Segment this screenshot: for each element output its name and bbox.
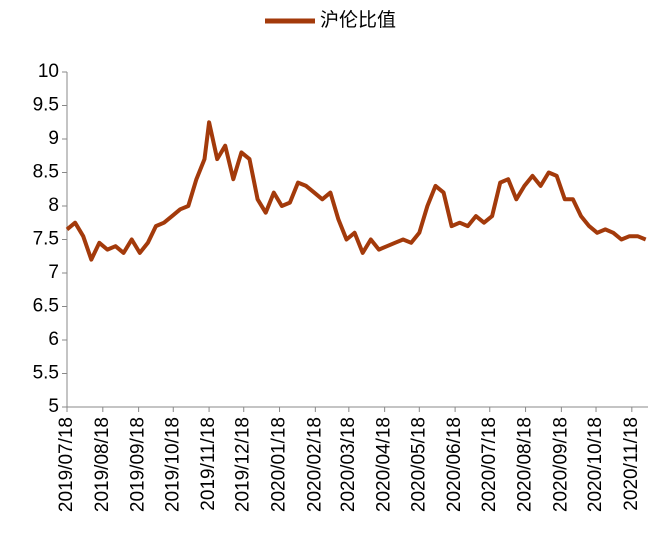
x-tick-label: 2020/09/18 xyxy=(550,417,571,512)
y-tick-label: 9 xyxy=(48,128,59,149)
y-tick-label: 6 xyxy=(48,329,59,350)
y-tick-label: 7 xyxy=(48,262,59,283)
x-tick-label: 2020/01/18 xyxy=(269,417,290,512)
y-tick-label: 7.5 xyxy=(33,229,59,250)
x-tick-label: 2020/11/18 xyxy=(621,417,642,511)
legend-label: 沪伦比值 xyxy=(320,9,396,31)
x-tick-label: 2019/10/18 xyxy=(162,417,183,512)
x-tick-label: 2020/04/18 xyxy=(374,417,395,512)
y-tick-label: 10 xyxy=(38,61,59,82)
x-tick-label: 2019/07/18 xyxy=(56,417,77,512)
y-tick-label: 6.5 xyxy=(33,296,59,317)
x-tick-label: 2020/06/18 xyxy=(444,417,465,512)
x-tick-label: 2020/07/18 xyxy=(479,417,500,512)
x-tick-label: 2020/03/18 xyxy=(338,417,359,512)
x-tick-label: 2019/11/18 xyxy=(198,417,219,511)
x-tick-label: 2020/05/18 xyxy=(408,417,429,512)
x-tick-label: 2019/08/18 xyxy=(92,417,113,512)
x-tick-label: 2020/02/18 xyxy=(304,417,325,512)
x-tick-label: 2019/12/18 xyxy=(233,417,254,512)
x-tick-label: 2020/10/18 xyxy=(585,417,606,512)
x-tick-label: 2020/08/18 xyxy=(515,417,536,512)
y-tick-label: 8.5 xyxy=(33,162,59,183)
x-tick-label: 2019/09/18 xyxy=(128,417,149,512)
y-tick-label: 9.5 xyxy=(33,95,59,116)
data-line xyxy=(65,120,647,262)
y-tick-label: 8 xyxy=(48,195,59,216)
y-tick-label: 5.5 xyxy=(33,363,59,384)
y-tick-label: 5 xyxy=(48,396,59,417)
